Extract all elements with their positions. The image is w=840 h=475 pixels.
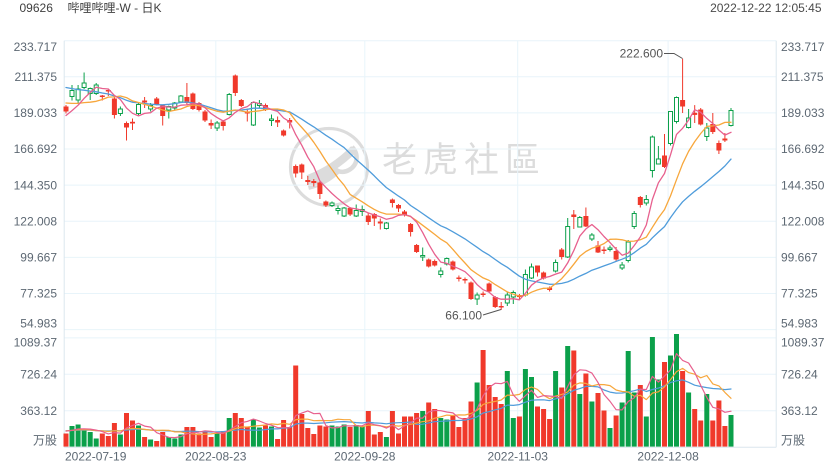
svg-text:122.008: 122.008	[781, 214, 825, 228]
svg-text:2022-12-08: 2022-12-08	[637, 450, 699, 464]
svg-text:54.983: 54.983	[20, 316, 57, 330]
svg-text:222.600: 222.600	[620, 47, 664, 61]
svg-text:66.100: 66.100	[445, 309, 482, 323]
svg-text:189.033: 189.033	[781, 106, 825, 120]
svg-text:99.667: 99.667	[781, 251, 818, 265]
svg-text:老虎社區: 老虎社區	[382, 141, 546, 180]
svg-text:144.350: 144.350	[781, 178, 825, 192]
svg-text:144.350: 144.350	[14, 178, 58, 192]
svg-text:1089.37: 1089.37	[781, 336, 825, 350]
svg-text:77.325: 77.325	[20, 287, 57, 301]
svg-text:189.033: 189.033	[14, 106, 58, 120]
svg-text:363.12: 363.12	[781, 404, 818, 418]
svg-text:万股: 万股	[781, 433, 805, 447]
svg-text:363.12: 363.12	[20, 404, 57, 418]
svg-text:2022-08-23: 2022-08-23	[185, 450, 247, 464]
svg-text:2022-09-28: 2022-09-28	[334, 450, 396, 464]
svg-text:万股: 万股	[33, 433, 57, 447]
svg-text:哔哩哔哩-W - 日K: 哔哩哔哩-W - 日K	[68, 1, 162, 15]
svg-text:122.008: 122.008	[14, 214, 58, 228]
svg-text:2022-12-22 12:05:45: 2022-12-22 12:05:45	[710, 1, 822, 15]
svg-text:166.692: 166.692	[781, 142, 825, 156]
svg-text:233.717: 233.717	[14, 40, 58, 54]
svg-text:99.667: 99.667	[20, 251, 57, 265]
svg-text:211.375: 211.375	[781, 70, 824, 84]
svg-text:2022-11-03: 2022-11-03	[487, 450, 548, 464]
svg-text:09626: 09626	[20, 1, 54, 15]
svg-text:77.325: 77.325	[781, 287, 818, 301]
svg-text:211.375: 211.375	[15, 70, 58, 84]
svg-text:726.24: 726.24	[20, 368, 57, 382]
svg-text:1089.37: 1089.37	[14, 336, 58, 350]
svg-text:54.983: 54.983	[781, 316, 818, 330]
svg-text:166.692: 166.692	[14, 142, 58, 156]
svg-text:726.24: 726.24	[781, 368, 818, 382]
svg-text:233.717: 233.717	[781, 40, 825, 54]
svg-text:2022-07-19: 2022-07-19	[65, 450, 127, 464]
